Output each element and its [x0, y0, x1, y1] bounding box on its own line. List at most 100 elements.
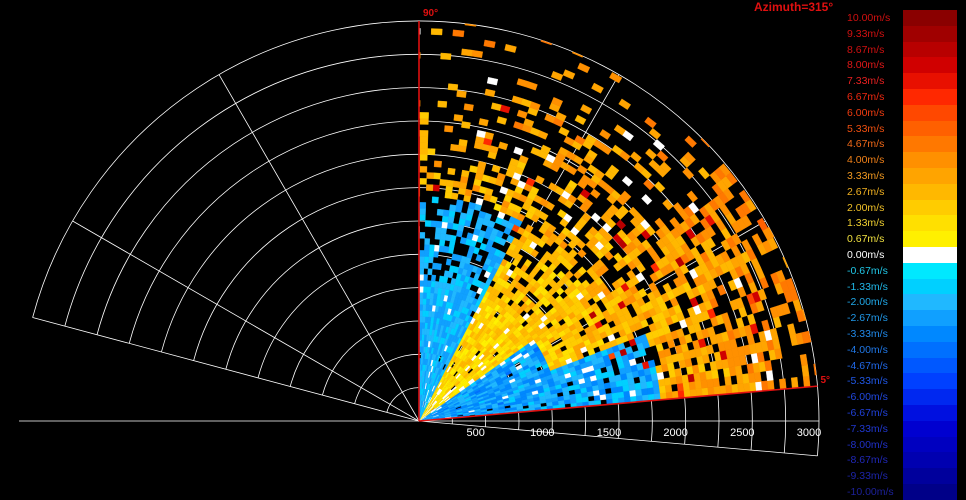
- velocity-cell: [445, 179, 454, 187]
- range-tick-labels: 500 1000 1500 2000 2500 3000: [466, 427, 821, 439]
- colorbar-swatch: [903, 120, 957, 137]
- velocity-cell: [504, 407, 512, 412]
- colorbar-swatch: [903, 405, 957, 422]
- colorbar-swatch: [903, 262, 957, 280]
- velocity-cell: [428, 250, 435, 258]
- velocity-cell: [426, 184, 434, 191]
- velocity-cell: [628, 206, 640, 218]
- velocity-cell: [767, 379, 775, 391]
- velocity-cell: [426, 280, 432, 288]
- velocity-cell: [423, 256, 429, 263]
- velocity-cell: [711, 369, 719, 379]
- velocity-cell: [741, 239, 752, 252]
- velocity-cell: [513, 121, 524, 131]
- velocity-cell: [562, 69, 576, 80]
- velocity-cell: [436, 208, 444, 216]
- velocity-cell: [548, 182, 559, 192]
- velocity-cell: [430, 280, 436, 288]
- velocity-cell: [544, 113, 556, 124]
- velocity-cell: [483, 39, 496, 49]
- colorbar-label: -0.67m/s: [847, 264, 888, 277]
- velocity-cell: [530, 146, 541, 157]
- velocity-cell: [433, 244, 440, 252]
- range-tick-label: 2500: [730, 427, 754, 439]
- velocity-cell: [557, 209, 567, 219]
- velocity-cell: [641, 193, 653, 206]
- velocity-cell: [509, 157, 520, 167]
- colorbar-label: -10.00m/s: [847, 486, 894, 498]
- velocity-cell: [588, 226, 599, 237]
- colorbar-swatch: [903, 89, 957, 106]
- velocity-cell: [755, 381, 763, 392]
- velocity-cell: [422, 304, 427, 311]
- velocity-cell: [574, 135, 586, 146]
- velocity-cell: [652, 139, 666, 151]
- colorbar-label: 6.67m/s: [847, 91, 885, 103]
- velocity-cell: [421, 340, 424, 347]
- sector-edge-line: [418, 385, 818, 422]
- velocity-cell: [695, 388, 703, 397]
- velocity-cell: [438, 245, 445, 253]
- range-tick-label: 500: [466, 427, 484, 439]
- velocity-cell: [490, 102, 502, 111]
- velocity-cell: [447, 167, 456, 176]
- velocity-cell: [444, 191, 453, 199]
- velocity-cell: [446, 222, 454, 230]
- colorbar-swatch: [903, 357, 957, 374]
- sector-end-label: 90°: [423, 8, 438, 19]
- velocity-cell: [790, 377, 799, 389]
- velocity-cell: [469, 165, 478, 174]
- velocity-cell: [656, 150, 669, 163]
- colorbar-label: 0.67m/s: [847, 233, 885, 246]
- velocity-cell: [653, 386, 661, 395]
- velocity-cell: [443, 270, 450, 278]
- velocity-cell: [567, 385, 575, 392]
- velocity-cell: [613, 252, 623, 263]
- velocity-cell: [567, 179, 578, 190]
- colorbar-label: 8.67m/s: [847, 43, 885, 56]
- colorbar-swatch: [903, 294, 957, 311]
- velocity-cell: [430, 28, 443, 36]
- velocity-cell: [658, 385, 667, 394]
- velocity-cell: [419, 250, 425, 257]
- velocity-cell: [599, 129, 612, 140]
- colorbar-label: 1.33m/s: [847, 217, 885, 230]
- velocity-cell: [712, 377, 720, 388]
- velocity-cell: [558, 126, 570, 137]
- velocity-cell: [419, 214, 426, 221]
- velocity-cell: [724, 375, 732, 386]
- velocity-cell: [452, 29, 465, 38]
- velocity-cell: [456, 90, 467, 98]
- colorbar-swatch: [903, 25, 957, 43]
- velocity-cell: [634, 382, 642, 391]
- velocity-cell: [442, 209, 450, 217]
- velocity-cell: [419, 292, 424, 299]
- velocity-cell: [450, 192, 459, 200]
- velocity-cell: [439, 239, 446, 247]
- velocity-cell: [647, 359, 656, 369]
- velocity-cell: [467, 201, 476, 210]
- colorbar-swatch: [903, 436, 957, 453]
- colorbar-swatch: [903, 373, 957, 390]
- velocity-cell: [419, 208, 426, 215]
- range-tick-label: 1500: [597, 427, 621, 439]
- velocity-cell: [423, 280, 428, 287]
- velocity-cell: [718, 163, 731, 177]
- velocity-cell: [550, 70, 564, 81]
- velocity-cell: [782, 256, 789, 269]
- velocity-cell: [746, 313, 756, 326]
- velocity-cell: [613, 124, 626, 136]
- velocity-cell: [761, 319, 771, 332]
- velocity-cell: [422, 310, 426, 317]
- velocity-cell: [617, 391, 625, 399]
- velocity-cell: [765, 369, 774, 381]
- velocity-cell: [576, 164, 588, 175]
- velocity-cell: [801, 364, 810, 377]
- colorbar-label: -9.33m/s: [847, 470, 888, 483]
- velocity-cell: [486, 410, 494, 414]
- colorbar-swatch: [903, 183, 957, 201]
- velocity-cell: [605, 393, 613, 400]
- velocity-cell: [434, 232, 441, 240]
- velocity-cell: [445, 258, 452, 266]
- azimuth-spoke: [218, 74, 420, 422]
